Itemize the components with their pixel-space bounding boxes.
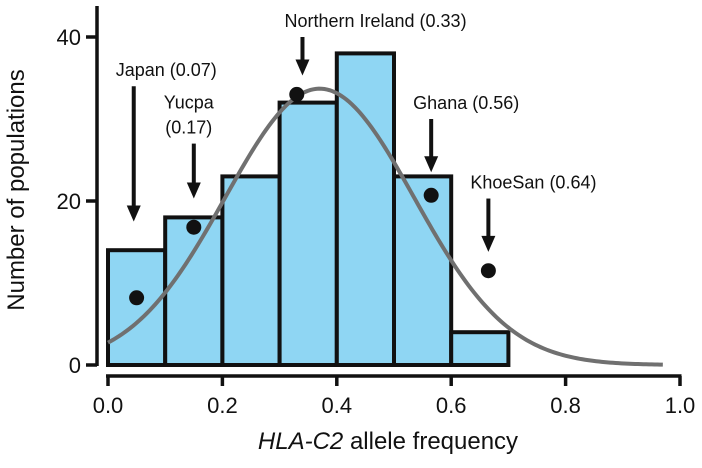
annotation-arrow-head: [126, 205, 141, 222]
annotation-line: Japan (0.07): [116, 60, 217, 80]
annotations-layer: Japan (0.07) Yucpa (0.17) Northern Ireland …: [116, 11, 596, 252]
annotation-label: Northern Ireland (0.33): [284, 11, 466, 31]
x-tick-label: 0.6: [436, 393, 467, 418]
annotation-line: Ghana (0.56): [413, 93, 519, 113]
x-axis-title-rest: allele frequency: [343, 428, 518, 455]
histogram-bar: [392, 174, 454, 367]
annotation-line: KhoeSan (0.64): [470, 173, 596, 193]
y-tick-label: 20: [57, 189, 81, 214]
histogram-bar: [106, 248, 168, 367]
histogram-bar: [277, 100, 339, 367]
annotation-label: KhoeSan (0.64): [470, 173, 596, 193]
data-point: [423, 187, 439, 203]
x-axis-title-italic: HLA-C2: [258, 428, 343, 455]
histogram-bar: [220, 174, 282, 367]
points-layer: [129, 86, 496, 306]
annotation-arrow-head: [424, 156, 439, 173]
data-point: [289, 86, 305, 102]
annotation-line: Northern Ireland (0.33): [284, 11, 466, 31]
y-tick-label: 40: [57, 25, 81, 50]
annotation-arrow-head: [481, 235, 496, 252]
histogram-bar: [334, 51, 396, 368]
x-axis-title: HLA-C2 allele frequency: [258, 428, 518, 455]
annotation-label: Yucpa (0.17): [164, 93, 215, 138]
x-tick-label: 0.0: [93, 393, 124, 418]
axes-layer: 0.0 0.2 0.4 0.6 0.8 1.0 0 20 40: [57, 6, 696, 418]
x-tick-label: 0.4: [322, 393, 353, 418]
x-tick-label: 0.2: [207, 393, 238, 418]
y-axis-title: Number of populations: [3, 69, 30, 310]
histogram-bar: [449, 330, 511, 368]
annotation-line: Yucpa: [164, 93, 215, 113]
annotation-label: Japan (0.07): [116, 60, 217, 80]
x-tick-label: 1.0: [665, 393, 696, 418]
annotation-arrow-head: [186, 182, 201, 199]
annotation-arrow-head: [295, 59, 310, 76]
x-tick-label: 0.8: [550, 393, 581, 418]
data-point: [480, 263, 496, 279]
annotation-line: (0.17): [165, 118, 212, 138]
y-tick-label: 0: [69, 353, 81, 378]
annotation-label: Ghana (0.56): [413, 93, 519, 113]
histogram-bar: [163, 215, 225, 367]
data-point: [186, 219, 202, 235]
curve-layer: [107, 86, 663, 367]
bars-layer: [106, 51, 511, 368]
data-point: [129, 290, 145, 306]
fitted-curve: [107, 86, 663, 367]
